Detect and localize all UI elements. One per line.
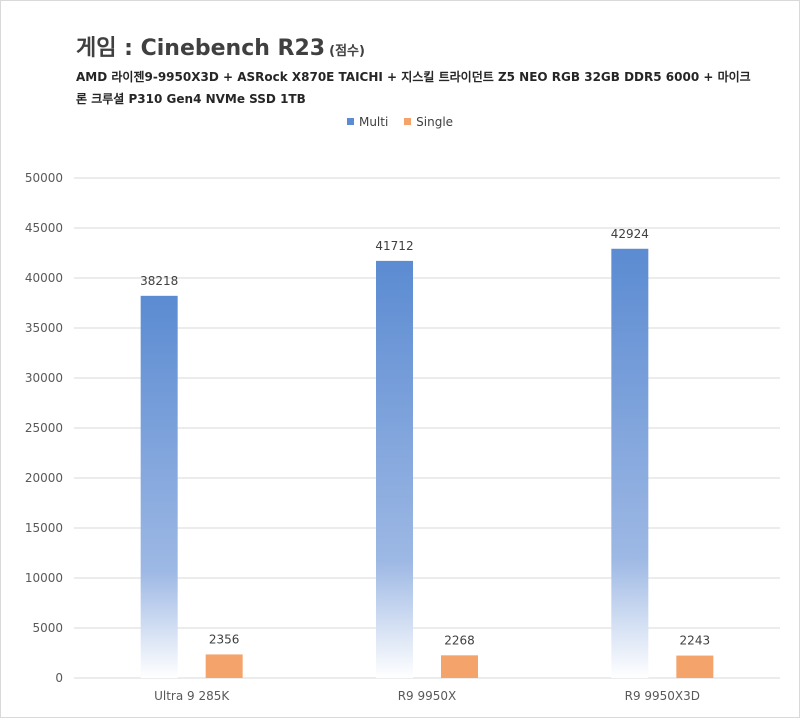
legend-item-multi: Multi bbox=[346, 114, 389, 129]
data-label-single: 2268 bbox=[444, 633, 475, 647]
chart-title: 게임 : Cinebench R23 (점수) bbox=[76, 30, 365, 62]
data-label-multi: 42924 bbox=[611, 227, 649, 241]
y-tick-label: 15000 bbox=[25, 521, 63, 535]
bar-single bbox=[441, 655, 478, 678]
legend-swatch-single bbox=[404, 118, 412, 125]
y-axis: 0 5000 10000 15000 20000 25000 30000 35000 40000… bbox=[25, 171, 63, 685]
y-tick-label: 45000 bbox=[25, 221, 63, 235]
data-label-single: 2356 bbox=[209, 632, 240, 646]
chart-title-unit: (점수) bbox=[329, 44, 365, 59]
y-tick-label: 30000 bbox=[25, 371, 63, 385]
y-tick-label: 10000 bbox=[25, 571, 63, 585]
y-tick-label: 50000 bbox=[25, 171, 63, 185]
x-axis: Ultra 9 285K R9 9950X R9 9950X3D bbox=[154, 689, 700, 703]
legend-label-multi: Multi bbox=[358, 114, 389, 129]
y-tick-label: 35000 bbox=[25, 321, 63, 335]
bar-multi bbox=[140, 295, 178, 678]
x-tick-label: R9 9950X3D bbox=[625, 689, 700, 703]
y-tick-label: 25000 bbox=[25, 421, 63, 435]
y-tick-label: 40000 bbox=[25, 271, 63, 285]
y-tick-label: 0 bbox=[55, 671, 63, 685]
chart-legend: Multi Single bbox=[0, 114, 800, 129]
bars: 38218 2356 41712 2268 42924 2243 bbox=[140, 227, 714, 678]
chart-title-main: 게임 : Cinebench R23 bbox=[76, 36, 326, 61]
legend-item-single: Single bbox=[404, 115, 453, 129]
chart-subtitle: AMD 라이젠9-9950X3D + ASRock X870E TAICHI +… bbox=[76, 70, 751, 106]
x-tick-label: R9 9950X bbox=[398, 689, 457, 703]
data-label-multi: 41712 bbox=[375, 239, 413, 253]
legend-label-single: Single bbox=[416, 114, 454, 129]
legend-swatch-multi bbox=[346, 118, 354, 125]
bar-multi bbox=[611, 248, 649, 678]
x-tick-label: Ultra 9 285K bbox=[154, 689, 230, 703]
bar-multi bbox=[376, 260, 413, 678]
y-tick-label: 20000 bbox=[25, 471, 63, 485]
bar-single bbox=[676, 655, 714, 678]
bar-single bbox=[205, 654, 243, 678]
y-tick-label: 5000 bbox=[32, 621, 63, 635]
data-label-multi: 38218 bbox=[140, 274, 178, 288]
gridlines bbox=[74, 177, 780, 679]
data-label-single: 2243 bbox=[680, 634, 711, 648]
